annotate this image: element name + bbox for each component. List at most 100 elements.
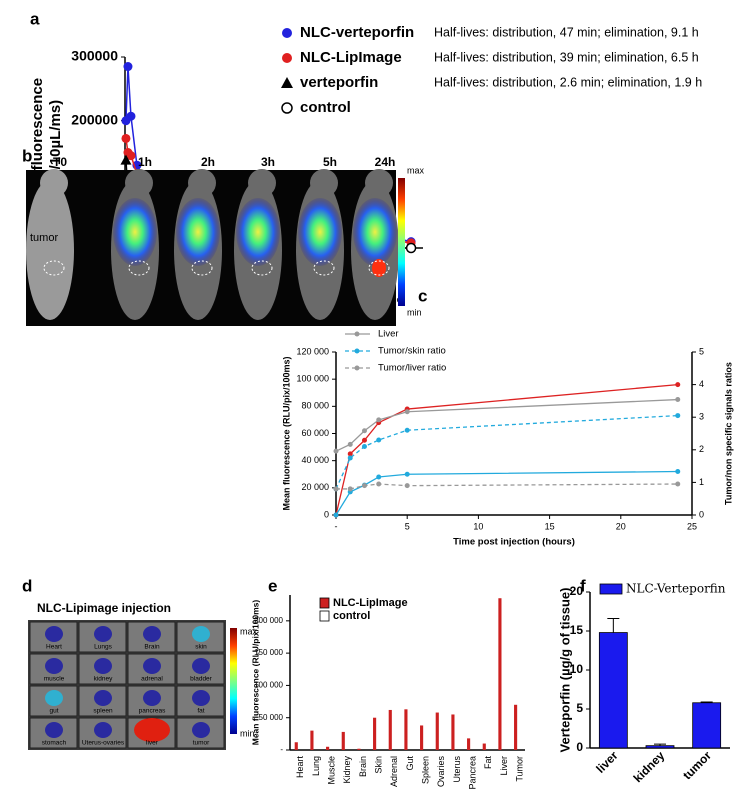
bar xyxy=(467,738,471,750)
y-tick-label: - xyxy=(280,745,283,754)
mouse-head xyxy=(40,169,68,197)
bar xyxy=(645,745,675,749)
x-tick-label: 25 xyxy=(687,521,697,531)
error-bar xyxy=(607,618,620,633)
marker xyxy=(675,469,681,475)
organ-label: Uterus-ovaries xyxy=(82,740,125,747)
y-tick-label: 5 xyxy=(576,701,583,715)
tumor-outline xyxy=(43,260,65,276)
organ-label: skin xyxy=(195,644,207,651)
y-tick-label: 0 xyxy=(699,509,704,519)
organ xyxy=(45,658,63,674)
mouse-head xyxy=(365,169,393,197)
scale-min: min xyxy=(240,728,255,738)
y-tick-label: 80 000 xyxy=(301,401,329,411)
series-line xyxy=(335,383,678,516)
organ xyxy=(94,626,112,642)
marker xyxy=(123,62,133,72)
bar xyxy=(498,598,502,750)
legend-label: control xyxy=(333,610,370,622)
organ xyxy=(45,626,63,642)
marker xyxy=(376,437,382,443)
marker xyxy=(333,448,339,454)
x-axis-label: Time post injection (hours) xyxy=(453,537,575,548)
organ-label: spleen xyxy=(93,708,113,715)
organ-label: gut xyxy=(49,708,58,715)
bar xyxy=(514,704,518,750)
x-tick-label: Heart xyxy=(295,756,305,779)
marker xyxy=(282,28,292,38)
marker xyxy=(675,481,681,487)
series-line xyxy=(335,398,678,452)
timepoint-label: 5h xyxy=(323,155,337,169)
x-tick-label: Uterus xyxy=(452,756,462,783)
y-tick-label: 300000 xyxy=(71,48,118,64)
signal xyxy=(236,198,280,266)
organ-label: tumor xyxy=(193,740,210,747)
y-tick-label: 4 xyxy=(699,379,704,389)
organ-label: fat xyxy=(197,708,204,715)
marker xyxy=(282,53,292,63)
tumor-label: tumor xyxy=(30,232,58,244)
organ-label: adrenal xyxy=(141,676,163,683)
tumor-outline xyxy=(191,260,213,276)
marker xyxy=(376,474,382,480)
marker xyxy=(404,471,410,477)
marker xyxy=(347,441,353,447)
organ-label: Brain xyxy=(144,644,160,651)
x-tick-label: 15 xyxy=(545,521,555,531)
legend-label: NLC-Verteporfin xyxy=(626,582,726,596)
x-tick-label: liver xyxy=(593,748,621,776)
bar xyxy=(357,748,361,750)
y-tick-label: 3 xyxy=(699,412,704,422)
organ-label: stomach xyxy=(42,740,67,747)
y-tick-label: 1 xyxy=(699,477,704,487)
y-tick-label: 20 xyxy=(570,584,584,598)
marker xyxy=(333,486,339,492)
panel-label: b xyxy=(22,146,32,165)
y-tick-label: 0 xyxy=(324,509,329,519)
marker xyxy=(361,437,367,443)
legend-label: Tumor/skin ratio xyxy=(378,346,446,357)
marker xyxy=(404,427,410,433)
organ-label: bladder xyxy=(190,676,213,683)
marker xyxy=(126,151,136,161)
mouse-head xyxy=(248,169,276,197)
panel-label: e xyxy=(268,576,277,595)
bar xyxy=(420,725,424,750)
organ xyxy=(143,626,161,642)
y-tick-label: 10 xyxy=(570,662,584,676)
organ xyxy=(134,718,170,742)
tumor-outline xyxy=(128,260,150,276)
panel-label: c xyxy=(418,286,427,305)
tumor-signal xyxy=(372,259,386,277)
marker xyxy=(333,512,339,518)
legend-swatch xyxy=(599,583,623,595)
organ-label: kidney xyxy=(94,676,114,683)
organ xyxy=(192,722,210,738)
marker xyxy=(376,417,382,423)
panel-label: d xyxy=(22,576,32,595)
organ-label: liver xyxy=(146,740,159,747)
y-tick-label: 100 000 xyxy=(254,681,283,690)
x-tick-label: Muscle xyxy=(327,756,337,785)
legend-label: control xyxy=(300,99,351,116)
marker xyxy=(404,409,410,415)
x-tick-label: kidney xyxy=(631,748,668,785)
scale-max: max xyxy=(240,626,258,636)
mouse xyxy=(26,180,74,320)
x-tick-label: Ovaries xyxy=(436,756,446,788)
marker xyxy=(675,413,681,419)
legend-note: Half-lives: distribution, 39 min; elimin… xyxy=(434,50,699,64)
y-tick-label: 50 000 xyxy=(259,713,284,722)
legend-swatch xyxy=(319,597,330,609)
y-tick-label: 15 xyxy=(570,623,584,637)
y-tick-label: 5 xyxy=(699,346,704,356)
marker xyxy=(347,486,353,492)
y-tick-label: 100 000 xyxy=(296,374,329,384)
x-tick-label: Skin xyxy=(374,756,384,774)
marker xyxy=(405,242,417,254)
organ xyxy=(192,658,210,674)
tumor-outline xyxy=(251,260,273,276)
series-line xyxy=(335,414,678,490)
